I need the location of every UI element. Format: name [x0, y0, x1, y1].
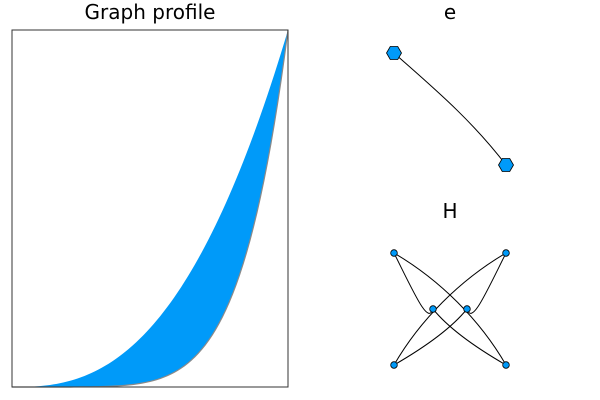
- profile-band: [12, 30, 288, 387]
- graph-h-node-2: [502, 249, 510, 257]
- graph-h-node-1: [390, 249, 398, 257]
- graph-h-title: H: [442, 199, 457, 223]
- graph-h-edge-5: [432, 308, 507, 366]
- profile-frame: [11, 29, 289, 388]
- profile-title: Graph profile: [85, 0, 216, 24]
- graph-h-edge-3: [393, 252, 507, 366]
- graph-e-edge: [393, 52, 507, 166]
- graph-e-title: e: [444, 0, 456, 24]
- graph-h-node-6: [502, 361, 510, 369]
- graph-e-node-1: [386, 46, 402, 60]
- profile-panel: Graph profile: [11, 0, 289, 388]
- graph-h-edge-4: [393, 252, 507, 366]
- graph-h-node-3: [429, 305, 437, 313]
- graph-e-node-2: [498, 158, 514, 172]
- graph-h-node-4: [463, 305, 471, 313]
- graph-h-edge-6: [393, 308, 468, 366]
- graph-h-edge-1: [393, 252, 434, 314]
- graph-h-node-5: [390, 361, 398, 369]
- graph-h-panel: H: [390, 199, 510, 369]
- graph-h-edge-2: [466, 252, 507, 314]
- graph-e-panel: e: [386, 0, 514, 172]
